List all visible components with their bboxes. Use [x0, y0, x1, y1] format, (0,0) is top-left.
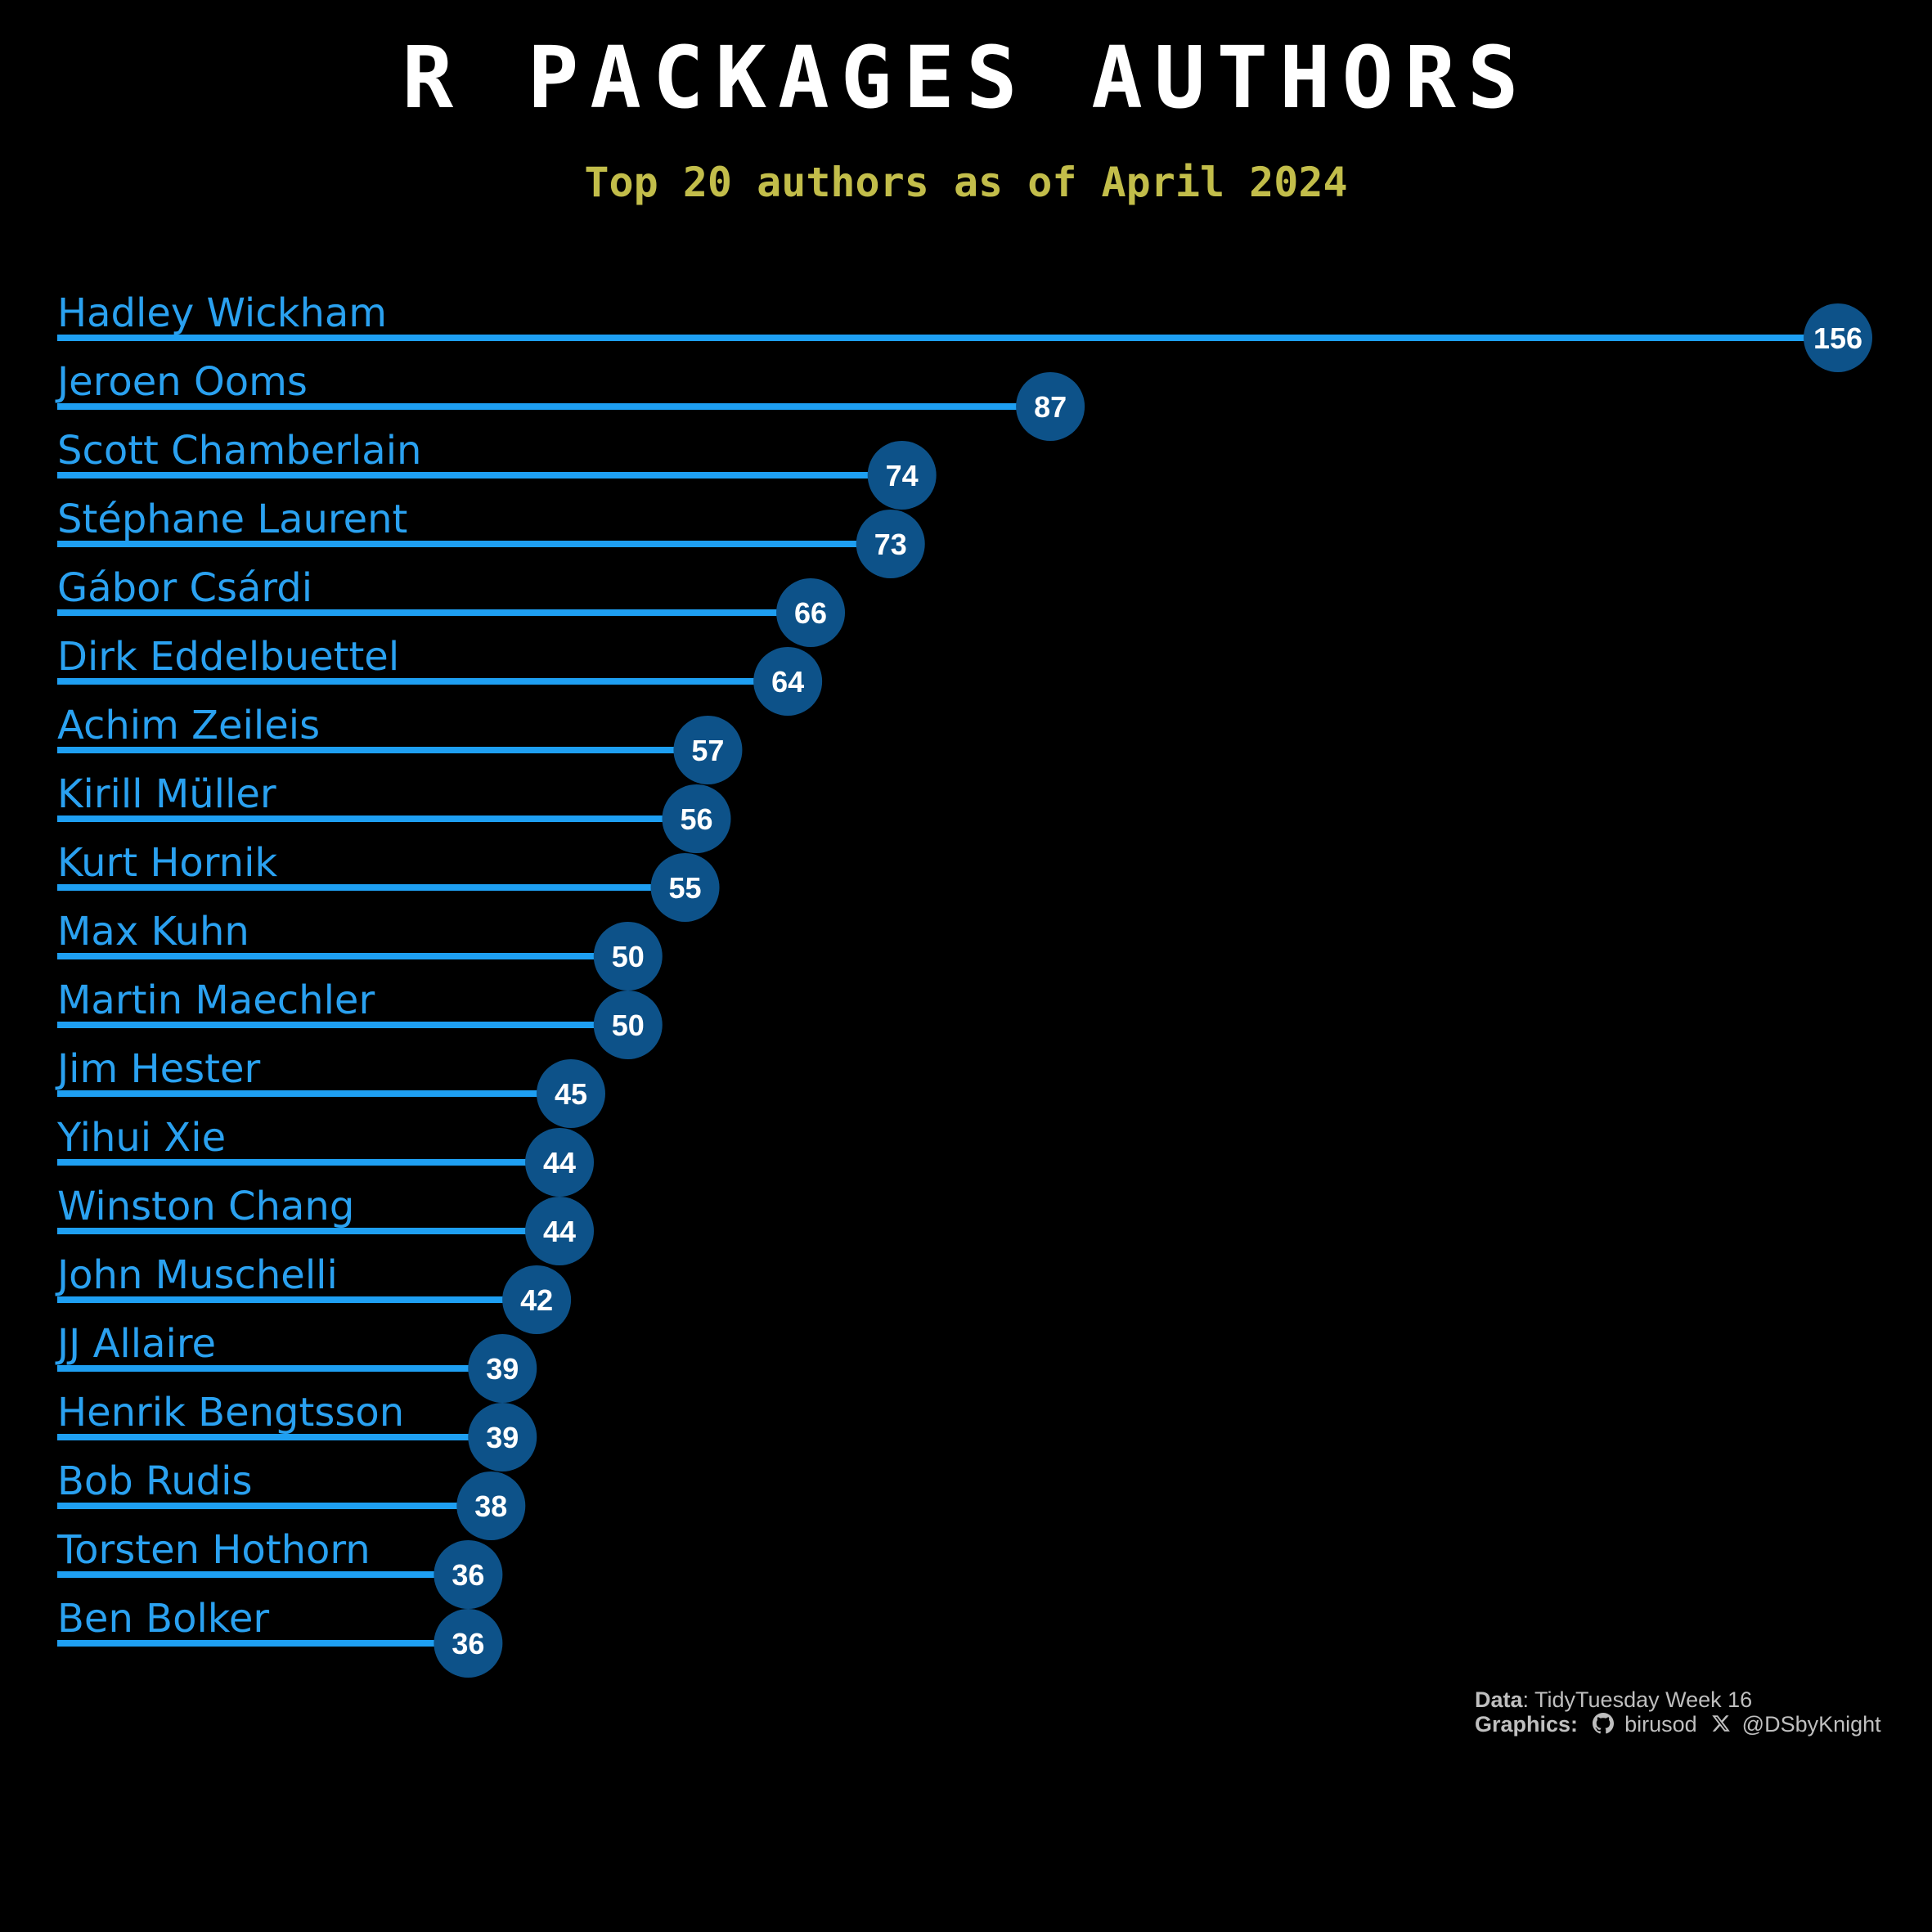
value-label: 44: [543, 1215, 576, 1248]
author-row: Henrik Bengtsson 39: [57, 1390, 537, 1471]
x-twitter-icon: [1711, 1714, 1731, 1738]
value-point: [753, 647, 823, 716]
caption-data-key: Data: [1475, 1687, 1523, 1712]
author-row: JJ Allaire 39: [55, 1321, 537, 1403]
author-row: Stéphane Laurent 73: [57, 496, 925, 578]
author-name-label: Kurt Hornik: [57, 840, 277, 886]
chart-title: R PACKAGES AUTHORS: [402, 28, 1530, 128]
value-label: 50: [612, 1009, 645, 1042]
author-row: Martin Maechler 50: [57, 977, 663, 1059]
author-name-label: Gábor Csárdi: [57, 565, 312, 611]
author-row: Bob Rudis 38: [57, 1458, 526, 1540]
value-point: [650, 853, 720, 922]
caption-data-value: TidyTuesday Week 16: [1534, 1687, 1753, 1712]
caption-github-handle: birusod: [1624, 1712, 1697, 1737]
value-label: 156: [1813, 321, 1862, 355]
author-name-label: Stéphane Laurent: [57, 496, 407, 542]
value-point: [1016, 372, 1085, 441]
author-row: Max Kuhn 50: [57, 909, 663, 991]
author-name-label: Yihui Xie: [56, 1115, 226, 1161]
caption-graphics-key: Graphics:: [1475, 1712, 1579, 1737]
value-point: [456, 1471, 526, 1540]
value-point: [525, 1197, 595, 1265]
value-point: [468, 1334, 537, 1403]
caption-x-handle: @DSbyKnight: [1741, 1712, 1881, 1737]
value-point: [856, 510, 925, 578]
value-label: 36: [452, 1627, 484, 1660]
value-point: [776, 578, 846, 647]
author-name-label: Kirill Müller: [57, 771, 276, 817]
author-name-label: Hadley Wickham: [57, 290, 387, 336]
author-name-label: Ben Bolker: [57, 1596, 269, 1642]
value-label: 87: [1034, 390, 1067, 424]
author-name-label: Scott Chamberlain: [57, 428, 421, 474]
chart-subtitle: Top 20 authors as of April 2024: [584, 159, 1348, 206]
value-point: [434, 1540, 503, 1609]
author-row: Ben Bolker 36: [57, 1596, 503, 1678]
value-label: 57: [691, 734, 724, 767]
author-row: Jeroen Ooms 87: [55, 359, 1085, 441]
author-name-label: Torsten Hothorn: [56, 1527, 371, 1573]
value-label: 66: [794, 596, 827, 630]
author-row: Kirill Müller 56: [57, 771, 731, 853]
author-row: Gábor Csárdi 66: [57, 565, 846, 647]
value-point: [468, 1403, 537, 1471]
value-label: 38: [474, 1489, 507, 1523]
author-row: John Muschelli 42: [55, 1252, 572, 1334]
github-icon: [1592, 1712, 1614, 1739]
author-name-label: Henrik Bengtsson: [57, 1390, 404, 1436]
value-label: 73: [874, 528, 907, 561]
value-label: 44: [543, 1146, 576, 1179]
author-row: Winston Chang 44: [57, 1184, 595, 1265]
value-label: 39: [486, 1352, 519, 1386]
author-row: Yihui Xie 44: [56, 1115, 595, 1197]
caption-data-line: Data: TidyTuesday Week 16: [1475, 1687, 1753, 1712]
value-label: 56: [680, 802, 712, 836]
author-name-label: JJ Allaire: [55, 1321, 216, 1367]
author-row: Dirk Eddelbuettel 64: [57, 634, 823, 716]
value-point: [536, 1059, 605, 1128]
value-point: [673, 716, 743, 784]
author-name-label: Bob Rudis: [57, 1458, 252, 1504]
author-row: Kurt Hornik 55: [57, 840, 720, 922]
value-point: [434, 1609, 503, 1678]
author-name-label: Martin Maechler: [57, 977, 375, 1023]
value-point: [593, 922, 663, 991]
author-name-label: Jim Hester: [55, 1046, 260, 1092]
value-point: [1804, 303, 1872, 372]
author-row: Hadley Wickham 156: [57, 290, 1872, 372]
author-row: Scott Chamberlain 74: [57, 428, 937, 510]
author-name-label: John Muschelli: [55, 1252, 338, 1298]
value-label: 39: [486, 1421, 519, 1454]
value-label: 42: [520, 1283, 553, 1317]
author-name-label: Dirk Eddelbuettel: [57, 634, 399, 680]
value-label: 55: [669, 871, 702, 905]
author-name-label: Jeroen Ooms: [55, 359, 308, 405]
author-row: Jim Hester 45: [55, 1046, 605, 1128]
value-point: [662, 784, 731, 853]
value-point: [525, 1128, 595, 1197]
value-point: [867, 441, 937, 510]
value-label: 36: [452, 1558, 484, 1592]
value-label: 50: [612, 940, 645, 973]
value-label: 74: [886, 459, 919, 492]
author-name-label: Achim Zeileis: [57, 703, 320, 748]
author-name-label: Max Kuhn: [57, 909, 249, 955]
value-point: [502, 1265, 572, 1334]
value-label: 45: [555, 1077, 587, 1111]
caption-graphics-line: Graphics: birusod @DSbyKnight: [1475, 1712, 1881, 1739]
author-row: Achim Zeileis 57: [57, 703, 743, 784]
caption: Data: TidyTuesday Week 16 Graphics: biru…: [1475, 1687, 1881, 1739]
author-row: Torsten Hothorn 36: [56, 1527, 503, 1609]
value-label: 64: [771, 665, 804, 699]
author-name-label: Winston Chang: [57, 1184, 354, 1229]
value-point: [593, 991, 663, 1059]
